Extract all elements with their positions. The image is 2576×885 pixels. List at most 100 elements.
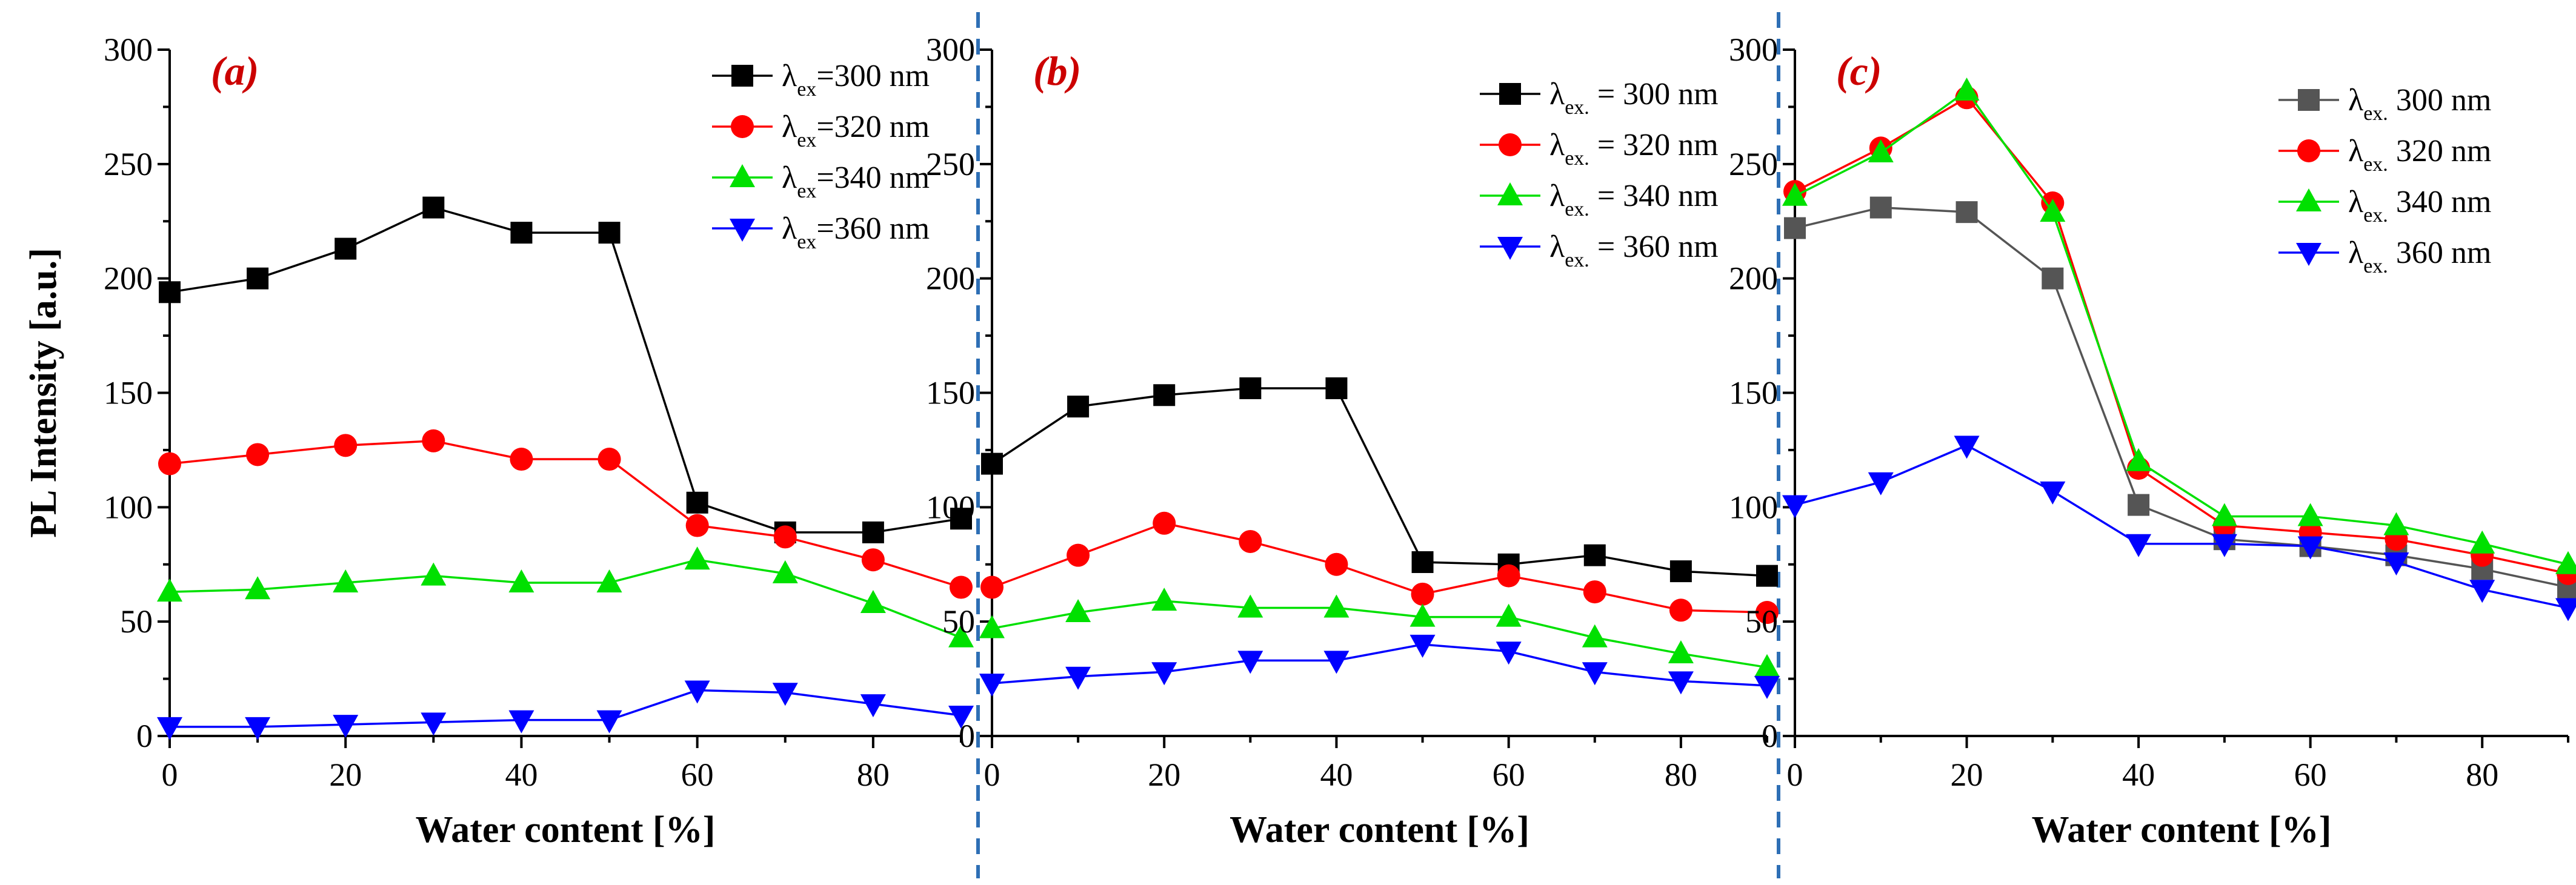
x-tick-label: 0 [984,757,1000,793]
y-tick-label: 100 [1729,489,1778,525]
y-tick-label: 250 [1729,146,1778,182]
y-tick-label: 50 [1745,603,1778,640]
data-point [773,525,797,549]
panel-b: 0 50 100 150 200 250 300 0 20 40 60 80 Water content… [926,31,1780,850]
series-line [991,643,1768,687]
series-line [1794,444,2569,609]
data-point [245,717,271,740]
data-point [1067,396,1090,418]
panel-c: 0 50 100 150 200 250 300 0 20 40 60 80 Water content… [1729,31,2576,850]
legend-marker [1497,237,1523,260]
data-point [1065,599,1091,623]
data-point [333,715,359,738]
x-tick-label: 0 [1787,757,1803,793]
data-point [1868,139,1894,162]
data-point [1153,384,1176,406]
series-line [1794,89,2569,566]
data-point [1497,564,1520,588]
data-point [421,562,447,586]
series-line [169,206,962,534]
data-point [510,448,533,471]
legend-label: λex=340 nm [782,161,930,202]
x-axis-title: Water content [%] [1230,809,1529,850]
data-point [510,222,533,244]
data-point [1237,651,1263,674]
data-point [596,710,622,734]
data-point [334,237,357,260]
series-line [1794,96,2569,575]
data-point [1954,436,1980,459]
x-tick-label: 0 [162,757,178,793]
legend-label: λex. 300 nm [2348,83,2491,125]
data-point [979,674,1005,697]
y-tick-label: 200 [1729,260,1778,297]
legend-label: λex. = 360 nm [1549,230,1719,271]
data-point [159,281,181,303]
x-axis-title: Water content [%] [416,809,716,850]
y-axis-title: PL Intensity [a.u.] [23,248,64,538]
panel-dividers [976,12,1780,878]
data-point [1409,634,1436,658]
data-point [1325,552,1348,576]
data-point [1583,580,1606,604]
y-tick-label: 250 [926,146,975,182]
legend-marker [2298,89,2320,111]
data-point [2469,530,2495,554]
data-point [1868,472,1894,496]
x-tick-label: 40 [2122,757,2155,793]
data-point [2211,534,2237,557]
data-point [2555,598,2576,621]
data-point [1496,641,1522,665]
data-point [860,694,886,718]
data-point [1669,560,1692,583]
legend-label: λex. = 300 nm [1549,77,1719,119]
series-line [169,559,962,639]
legend-label: λex=300 nm [782,59,930,101]
data-point [980,575,1003,599]
data-point [1153,511,1176,535]
y-tick-label: 100 [926,489,975,525]
data-point [981,452,1003,475]
data-point [1323,594,1350,618]
y-tick-label: 50 [120,603,153,640]
x-tick-label: 80 [2466,757,2498,793]
y-tick-label: 100 [104,489,153,525]
data-point [1869,196,1892,219]
legend-marker [730,219,755,242]
data-point [684,546,710,570]
data-point [1067,543,1090,567]
data-point [1496,603,1522,627]
data-point [2128,494,2150,516]
data-point [685,514,709,537]
data-point [333,569,359,592]
x-tick-label: 20 [329,757,362,793]
series-line [991,522,1768,614]
data-point [2042,267,2064,290]
panel-label: (b) [1033,48,1081,94]
data-point [1065,666,1091,690]
panel-label: (a) [211,48,259,94]
legend-label: λex. 360 nm [2348,236,2491,277]
legend-marker [730,164,755,187]
data-point [2040,481,2066,505]
data-point [948,624,974,648]
data-point [2297,503,2323,526]
data-point [2555,551,2576,574]
series-line [169,440,962,589]
y-tick-label: 200 [926,260,975,297]
data-point [1955,201,1978,224]
y-tick-label: 150 [104,375,153,411]
data-point [596,569,622,592]
data-point [157,717,182,740]
data-point [1754,654,1780,677]
data-point [772,560,798,583]
data-point [1582,662,1608,686]
y-tick-label: 250 [104,146,153,182]
data-point [1954,77,1980,101]
data-point [1237,594,1263,618]
panel-a: 0 50 100 150 200 250 300 0 20 40 60 80 Water content… [23,31,974,850]
data-point [2126,534,2152,557]
data-point [950,508,972,530]
data-point [1323,651,1350,674]
data-point [2469,580,2495,603]
